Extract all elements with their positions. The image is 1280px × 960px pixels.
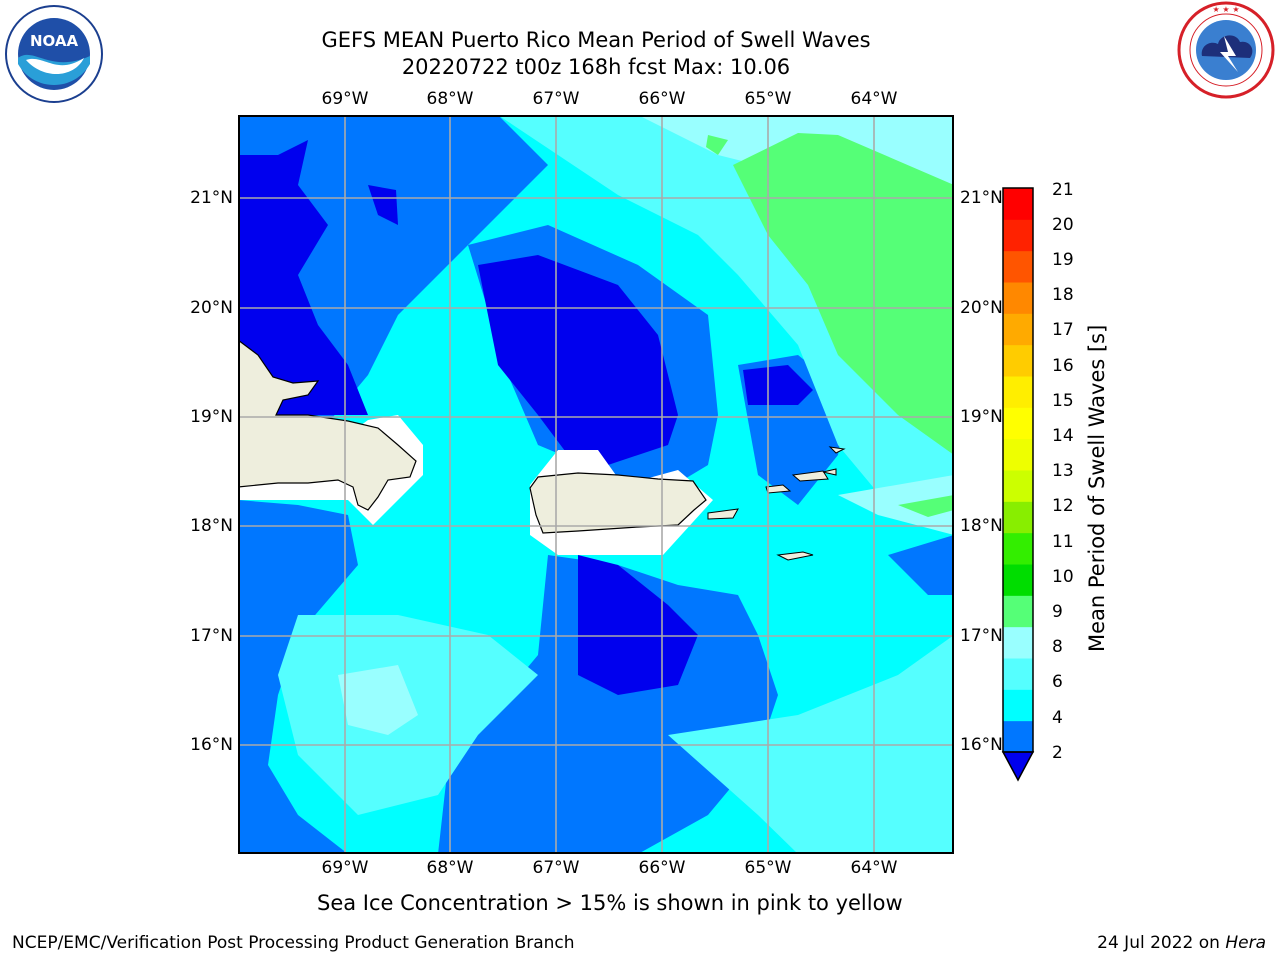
sea-ice-note: Sea Ice Concentration > 15% is shown in …: [317, 891, 903, 915]
lon-label-bottom-2: 68°W: [426, 858, 474, 878]
lon-label-top-1: 69°W: [321, 89, 369, 109]
colorbar-extend-triangle: [1001, 751, 1035, 782]
lon-label-bottom-3: 67°W: [532, 858, 580, 878]
colorbar-tick-17: 17: [1052, 320, 1074, 340]
colorbar-label: Mean Period of Swell Waves [s]: [1085, 324, 1109, 652]
colorbar-tick-18: 18: [1052, 285, 1074, 305]
colorbar: [1001, 187, 1035, 782]
colorbar-tick-10: 10: [1052, 567, 1074, 587]
colorbar-band: [1003, 407, 1033, 440]
colorbar-band: [1003, 470, 1033, 502]
lat-label-left-2: 20°N: [190, 298, 233, 318]
lat-label-right-5: 17°N: [960, 626, 1003, 646]
lat-label-left-3: 19°N: [190, 407, 233, 427]
colorbar-band: [1003, 219, 1033, 252]
colorbar-band: [1003, 689, 1033, 722]
lon-label-top-6: 64°W: [850, 89, 898, 109]
colorbar-tick-9: 9: [1052, 602, 1063, 622]
lon-label-bottom-1: 69°W: [321, 858, 369, 878]
colorbar-band: [1003, 532, 1033, 565]
lat-label-left-1: 21°N: [190, 188, 233, 208]
colorbar-band: [1003, 564, 1033, 596]
contour-green-east: [898, 495, 954, 517]
colorbar-band: [1003, 626, 1033, 659]
colorbar-tick-15: 15: [1052, 391, 1074, 411]
colorbar-frame: [1002, 187, 1034, 753]
footer-credit: NCEP/EMC/Verification Post Processing Pr…: [12, 933, 575, 953]
land-hispaniola: [238, 339, 417, 511]
lat-label-right-2: 20°N: [960, 298, 1003, 318]
map-title: GEFS MEAN Puerto Rico Mean Period of Swe…: [321, 28, 871, 52]
lat-label-right-1: 21°N: [960, 188, 1003, 208]
contour-deep-east: [743, 365, 813, 405]
colorbar-tick-4: 4: [1052, 708, 1063, 728]
lat-label-left-4: 18°N: [190, 516, 233, 536]
colorbar-tick-8: 8: [1052, 637, 1063, 657]
colorbar-tick-13: 13: [1052, 461, 1074, 481]
colorbar-tick-20: 20: [1052, 215, 1074, 235]
map-frame: [238, 115, 954, 854]
lon-label-bottom-4: 66°W: [638, 858, 686, 878]
colorbar-tick-11: 11: [1052, 532, 1074, 552]
contour-green-northeast: [733, 133, 954, 455]
footer-host: Hera: [1225, 933, 1266, 953]
colorbar-band: [1003, 376, 1033, 408]
contour-blue-southwest: [238, 500, 358, 854]
colorbar-band: [1003, 501, 1033, 534]
contour-pale-south: [338, 665, 418, 735]
noaa-logo: NOAA: [4, 4, 104, 104]
contour-green-patch: [706, 135, 728, 155]
map-subtitle: 20220722 t00z 168h fcst Max: 10.06: [401, 55, 791, 79]
lon-label-top-5: 65°W: [744, 89, 792, 109]
colorbar-tick-12: 12: [1052, 496, 1074, 516]
colorbar-tick-19: 19: [1052, 250, 1074, 270]
contour-deep-south: [578, 555, 698, 695]
lat-label-right-3: 19°N: [960, 407, 1003, 427]
lat-label-left-5: 17°N: [190, 626, 233, 646]
colorbar-band: [1003, 658, 1033, 690]
colorbar-tick-2: 2: [1052, 743, 1063, 763]
colorbar-band: [1003, 595, 1033, 628]
colorbar-tick-21: 21: [1052, 180, 1074, 200]
colorbar-tick-16: 16: [1052, 356, 1074, 376]
footer-date: 24 Jul 2022 on Hera: [1097, 933, 1266, 953]
lon-label-top-2: 68°W: [426, 89, 474, 109]
land-virgin-islands: [707, 446, 846, 561]
contour-deep-north: [368, 185, 398, 225]
colorbar-band: [1003, 188, 1033, 220]
colorbar-band: [1003, 250, 1033, 283]
swell-period-map: [238, 115, 954, 854]
contour-pale-east: [838, 475, 954, 535]
gridlines: [238, 115, 954, 854]
lon-label-bottom-5: 65°W: [744, 858, 792, 878]
lon-label-bottom-6: 64°W: [850, 858, 898, 878]
colorbar-band: [1003, 438, 1033, 471]
contour-blue-southeast: [888, 535, 954, 595]
lat-label-right-6: 16°N: [960, 735, 1003, 755]
colorbar-band: [1003, 344, 1033, 377]
lat-label-right-4: 18°N: [960, 516, 1003, 536]
colorbar-bands: [1003, 188, 1033, 753]
colorbar-tick-6: 6: [1052, 672, 1063, 692]
colorbar-band: [1003, 282, 1033, 314]
contour-deep-northwest: [238, 140, 368, 415]
lat-label-left-6: 16°N: [190, 735, 233, 755]
colorbar-tick-14: 14: [1052, 426, 1074, 446]
noaa-logo-text: NOAA: [30, 32, 79, 50]
nws-logo: ★ ★ ★: [1176, 0, 1276, 100]
lon-label-top-3: 67°W: [532, 89, 580, 109]
svg-text:★ ★ ★: ★ ★ ★: [1212, 5, 1239, 14]
colorbar-band: [1003, 313, 1033, 346]
lon-label-top-4: 66°W: [638, 89, 686, 109]
colorbar-band: [1003, 720, 1033, 753]
contour-blue-south: [438, 555, 778, 854]
footer-date-text: 24 Jul 2022 on: [1097, 933, 1226, 953]
